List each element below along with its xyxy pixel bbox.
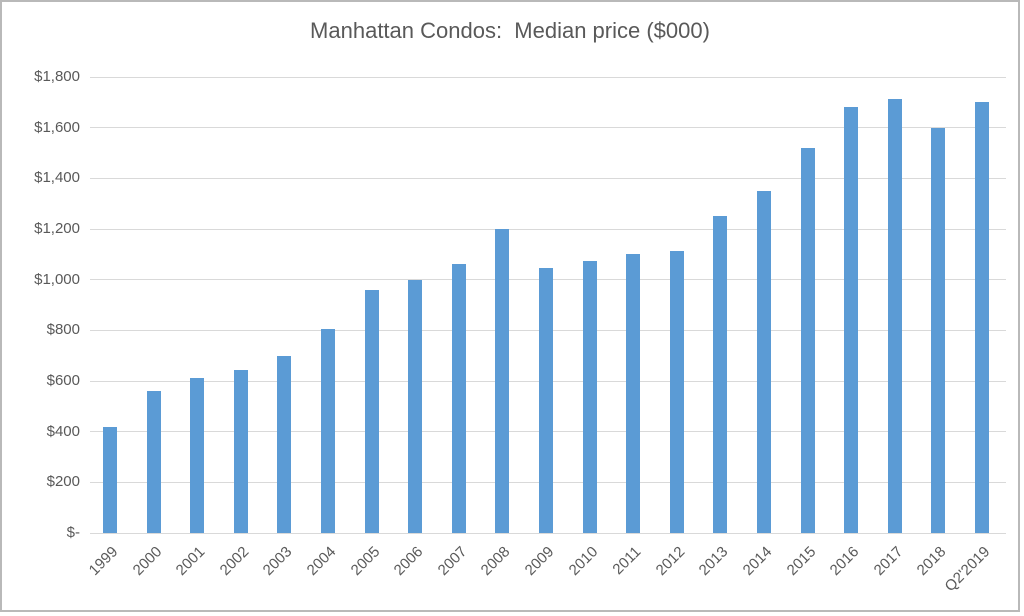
y-tick-label: $600	[46, 372, 80, 389]
chart-title: Manhattan Condos: Median price ($000)	[310, 18, 710, 43]
gridline	[90, 127, 1006, 129]
gridline	[90, 76, 1006, 78]
bar-2006	[408, 279, 423, 533]
bar-2017	[887, 98, 902, 533]
bar-2013	[713, 216, 728, 533]
bar-2014	[757, 191, 771, 533]
y-tick-label: $400	[46, 422, 80, 440]
bar-2004	[321, 329, 335, 533]
bar-Q2'2019	[975, 102, 989, 533]
bar-2002	[233, 369, 248, 533]
y-tick-label: $1,000	[34, 270, 80, 288]
y-tick-label: $1,800	[34, 68, 80, 85]
bar-2018	[931, 127, 946, 533]
bar-2016	[844, 107, 859, 533]
y-tick-label: $800	[46, 321, 80, 339]
bar-2010	[582, 260, 597, 533]
bar-2011	[626, 254, 641, 533]
bar-1999	[103, 426, 117, 533]
y-tick-label: $1,200	[34, 220, 80, 237]
y-tick-label: $1,400	[34, 169, 80, 187]
bar-2008	[495, 229, 510, 533]
bar-2007	[451, 264, 466, 533]
gridline	[90, 532, 1006, 534]
gridline	[90, 228, 1006, 230]
y-tick-label: $200	[46, 473, 80, 491]
gridline	[90, 177, 1006, 179]
bar-2001	[190, 378, 205, 533]
bar-2015	[800, 147, 815, 533]
y-tick-label: $1,600	[34, 118, 80, 136]
bar-2005	[364, 289, 379, 533]
bar-2000	[146, 391, 161, 533]
y-tick-label: $-	[66, 524, 80, 541]
bar-2003	[277, 355, 292, 533]
bar-2012	[669, 250, 684, 533]
plot-area	[90, 76, 1006, 534]
bar-2009	[539, 268, 553, 533]
